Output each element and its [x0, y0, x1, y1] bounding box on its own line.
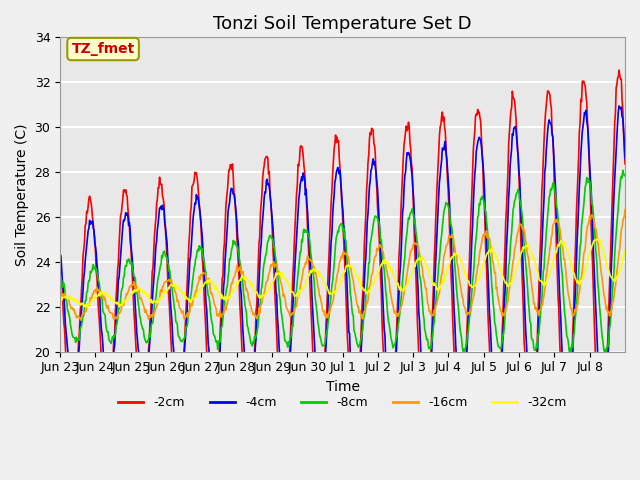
-16cm — [227, 283, 235, 288]
-8cm — [566, 351, 573, 357]
-32cm — [227, 291, 235, 297]
-16cm — [402, 283, 410, 288]
-16cm — [77, 317, 84, 323]
-4cm — [401, 173, 409, 179]
-2cm — [123, 192, 131, 197]
-2cm — [596, 448, 604, 454]
-4cm — [227, 192, 234, 197]
-4cm — [433, 242, 440, 248]
-32cm — [595, 236, 602, 241]
Line: -8cm: -8cm — [60, 170, 625, 354]
X-axis label: Time: Time — [326, 380, 360, 394]
-16cm — [56, 289, 64, 295]
Text: TZ_fmet: TZ_fmet — [72, 42, 134, 56]
-32cm — [115, 304, 123, 310]
Line: -4cm: -4cm — [60, 106, 625, 419]
-4cm — [615, 103, 623, 109]
-2cm — [227, 162, 234, 168]
Line: -2cm: -2cm — [60, 70, 625, 451]
-32cm — [255, 295, 263, 300]
-8cm — [276, 293, 284, 299]
-8cm — [227, 256, 234, 262]
-32cm — [433, 286, 441, 291]
-16cm — [255, 305, 263, 311]
Title: Tonzi Soil Temperature Set D: Tonzi Soil Temperature Set D — [213, 15, 472, 33]
-2cm — [56, 253, 64, 259]
-4cm — [255, 298, 262, 303]
-8cm — [56, 271, 64, 276]
-8cm — [433, 292, 440, 298]
-32cm — [56, 298, 64, 303]
-16cm — [433, 299, 441, 305]
-2cm — [615, 67, 623, 73]
-4cm — [123, 212, 131, 218]
-4cm — [599, 416, 607, 421]
-2cm — [433, 197, 440, 203]
-8cm — [619, 168, 627, 173]
Y-axis label: Soil Temperature (C): Soil Temperature (C) — [15, 123, 29, 266]
-8cm — [255, 320, 262, 325]
-4cm — [621, 156, 629, 161]
Line: -32cm: -32cm — [60, 239, 625, 307]
-32cm — [402, 284, 410, 289]
-16cm — [124, 292, 131, 298]
Legend: -2cm, -4cm, -8cm, -16cm, -32cm: -2cm, -4cm, -8cm, -16cm, -32cm — [113, 391, 572, 414]
-32cm — [124, 297, 131, 302]
-2cm — [401, 136, 409, 142]
-4cm — [276, 352, 284, 358]
-32cm — [276, 272, 284, 278]
-8cm — [401, 254, 409, 260]
-8cm — [123, 264, 131, 269]
-32cm — [621, 248, 629, 253]
-2cm — [621, 161, 629, 167]
-4cm — [56, 252, 64, 257]
Line: -16cm: -16cm — [60, 210, 625, 320]
-16cm — [276, 278, 284, 284]
-2cm — [276, 386, 284, 392]
-8cm — [621, 173, 629, 179]
-16cm — [621, 207, 629, 213]
-2cm — [255, 262, 262, 267]
